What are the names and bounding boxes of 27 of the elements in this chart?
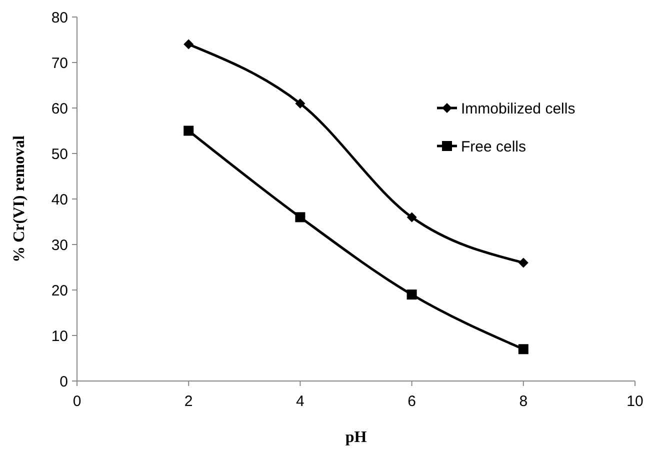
point (406, 290, 417, 300)
point (295, 212, 306, 222)
x-tick-label: 10 (626, 393, 644, 410)
y-tick-label: 10 (51, 328, 68, 345)
x-tick-label: 8 (519, 393, 528, 410)
y-tick-label: 70 (51, 54, 68, 72)
y-tick-label: 40 (51, 191, 68, 208)
point (518, 344, 528, 354)
y-tick-label: 50 (51, 146, 68, 163)
point (518, 258, 528, 268)
x-tick-label: 0 (72, 393, 82, 410)
x-tick-label: 2 (184, 393, 193, 410)
y-tick-label: 60 (51, 100, 68, 118)
x-tick-label: 6 (408, 393, 416, 410)
point (406, 212, 417, 222)
y-tick-label: 20 (51, 282, 68, 300)
point (184, 39, 194, 50)
legend-label: Free cells (461, 138, 526, 156)
y-tick-label: 80 (51, 9, 68, 26)
y-axis-title: % Cr(VI) removal (11, 135, 28, 262)
y-tick-label: 30 (51, 236, 68, 254)
x-tick-label: 4 (296, 393, 304, 410)
y-tick-label: 0 (60, 373, 68, 390)
legend-label: Immobilized cells (461, 100, 576, 118)
x-axis-title: pH (345, 429, 368, 446)
point (184, 126, 194, 136)
point (295, 98, 306, 108)
